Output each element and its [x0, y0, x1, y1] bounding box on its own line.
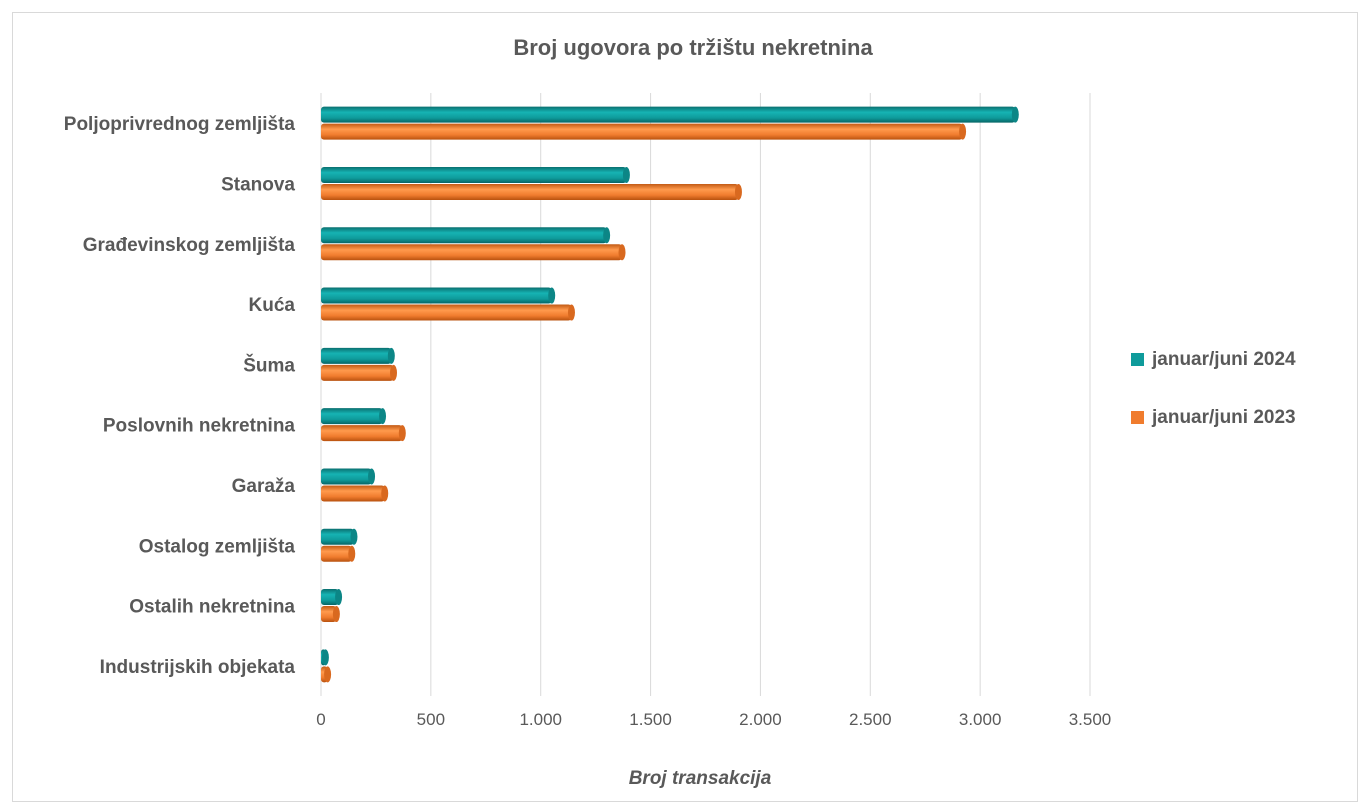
bar-body: [321, 227, 607, 244]
bar: [321, 364, 398, 381]
chart-title: Broj ugovora po tržištu nekretnina: [513, 35, 873, 60]
legend: januar/juni 2024 januar/juni 2023: [1131, 349, 1296, 428]
gridlines: [320, 93, 1091, 696]
bar: [321, 347, 395, 364]
bar-body: [321, 364, 394, 381]
bar: [321, 485, 389, 502]
bar: [321, 183, 742, 200]
bar-cap: [622, 166, 630, 183]
category-label: Poljoprivrednog zemljišta: [64, 114, 296, 135]
x-tick-label: 3.000: [959, 710, 1002, 729]
bar-cap: [398, 425, 406, 442]
bar: [321, 589, 343, 606]
bar-body: [321, 166, 627, 183]
bar-cap: [381, 485, 389, 502]
bar-cap: [603, 227, 611, 244]
category-label: Kuća: [249, 295, 296, 316]
bar-cap: [321, 649, 329, 666]
bar-body: [321, 123, 963, 140]
bar: [321, 545, 356, 562]
bar-cap: [332, 606, 340, 623]
bar-body: [321, 468, 372, 485]
bar-cap: [567, 304, 575, 321]
bar-cap: [379, 408, 387, 425]
x-tick-label: 1.500: [629, 710, 672, 729]
bar: [321, 528, 358, 545]
bar-body: [321, 408, 383, 425]
bar-cap: [324, 666, 332, 683]
bar-body: [321, 425, 403, 442]
legend-swatch: [1131, 353, 1144, 366]
bar-cap: [618, 244, 626, 261]
bar: [321, 304, 575, 321]
x-tick-label: 0: [316, 710, 325, 729]
legend-label: januar/juni 2023: [1151, 407, 1296, 428]
bar: [321, 227, 611, 244]
bar-cap: [1011, 106, 1019, 123]
bar-cap: [734, 183, 742, 200]
category-label: Građevinskog zemljišta: [83, 235, 296, 256]
bar-body: [321, 287, 552, 304]
bar-body: [321, 304, 572, 321]
category-label: Industrijskih objekata: [100, 657, 296, 678]
bar-body: [321, 545, 352, 562]
bar: [321, 649, 329, 666]
bar-body: [321, 244, 623, 261]
bar: [321, 287, 556, 304]
bar: [321, 425, 406, 442]
bar-cap: [335, 589, 343, 606]
bar-cap: [548, 287, 556, 304]
x-tick-label: 2.000: [739, 710, 782, 729]
bar-chart: Broj ugovora po tržištu nekretnina Poljo…: [64, 35, 1296, 789]
bar: [321, 244, 626, 261]
category-label: Stanova: [221, 174, 295, 195]
bar-cap: [368, 468, 376, 485]
x-tick-label: 2.500: [849, 710, 892, 729]
legend-label: januar/juni 2024: [1151, 349, 1296, 370]
bar-body: [321, 106, 1016, 123]
bar: [321, 666, 332, 683]
bar-cap: [390, 364, 398, 381]
bar: [321, 106, 1019, 123]
legend-swatch: [1131, 411, 1144, 424]
bars: [321, 106, 1019, 683]
category-label: Šuma: [243, 354, 295, 376]
bar-body: [321, 347, 392, 364]
bar: [321, 408, 387, 425]
bar-cap: [387, 347, 395, 364]
category-labels: Poljoprivrednog zemljišta Stanova Građevin…: [64, 114, 296, 678]
bar: [321, 468, 376, 485]
x-tick-label: 1.000: [519, 710, 562, 729]
category-label: Ostalih nekretnina: [129, 597, 295, 618]
bar-body: [321, 485, 385, 502]
x-axis-label: Broj transakcija: [629, 768, 772, 789]
x-tick-label: 500: [417, 710, 445, 729]
category-label: Ostalog zemljišta: [139, 536, 296, 557]
bar: [321, 166, 630, 183]
bar-body: [321, 589, 339, 606]
category-label: Poslovnih nekretnina: [103, 416, 296, 437]
bar: [321, 606, 340, 623]
x-tick-labels: 0 500 1.000 1.500 2.000 2.500 3.000 3.500: [316, 710, 1111, 729]
bar-body: [321, 528, 354, 545]
bar-cap: [348, 545, 356, 562]
chart-frame: Broj ugovora po tržištu nekretnina Poljo…: [12, 12, 1358, 802]
category-label: Garaža: [232, 476, 296, 497]
bar-cap: [959, 123, 967, 140]
bar-body: [321, 606, 337, 623]
bar: [321, 123, 967, 140]
bar-cap: [350, 528, 358, 545]
x-tick-label: 3.500: [1069, 710, 1112, 729]
bar-body: [321, 183, 739, 200]
